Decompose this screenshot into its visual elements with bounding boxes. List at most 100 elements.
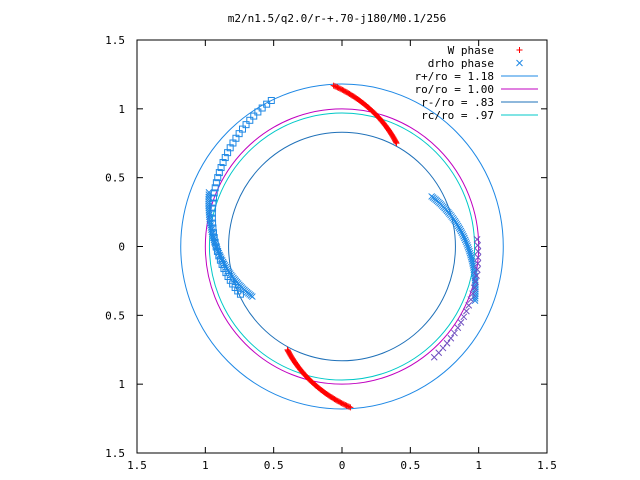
data-point xyxy=(465,245,473,253)
data-point xyxy=(218,256,226,264)
data-point xyxy=(463,307,470,315)
data-point xyxy=(220,265,228,273)
data-point xyxy=(474,254,482,261)
data-point xyxy=(472,278,479,286)
y-tick-label: 1.5 xyxy=(105,447,125,460)
data-point xyxy=(209,199,217,207)
data-point xyxy=(229,280,237,288)
circle-series xyxy=(208,112,476,381)
legend-label: r+/ro = 1.18 xyxy=(415,70,494,83)
data-point xyxy=(473,236,481,243)
data-point xyxy=(451,329,458,337)
y-tick-label: 1 xyxy=(118,378,125,391)
data-point xyxy=(212,243,220,251)
data-point xyxy=(471,297,479,305)
y-tick-label: 0 xyxy=(118,241,125,254)
data-point xyxy=(209,229,217,237)
data-point xyxy=(284,347,291,354)
data-point xyxy=(221,154,229,162)
data-point xyxy=(236,290,244,298)
legend-marker xyxy=(516,47,523,53)
data-point xyxy=(473,272,480,280)
data-point xyxy=(258,104,266,112)
data-markers xyxy=(205,82,482,411)
legend-label: drho phase xyxy=(428,57,494,70)
data-point xyxy=(217,164,225,172)
data-point xyxy=(457,318,465,326)
axis-ticks: 1.5 1 0.5 0 0.5 1 1.51.510.500.511.5 xyxy=(105,34,557,472)
data-point xyxy=(333,83,340,90)
data-point xyxy=(454,324,462,332)
x-tick-label: 1 xyxy=(202,459,209,472)
data-point xyxy=(210,234,218,242)
circle-series xyxy=(204,108,480,385)
x-tick-label: 0.5 xyxy=(400,459,420,472)
data-point xyxy=(331,83,338,90)
x-tick-label: 1 xyxy=(475,459,482,472)
x-tick-label: 0.5 xyxy=(264,459,284,472)
data-point xyxy=(462,238,470,246)
data-point xyxy=(464,244,472,251)
data-point xyxy=(467,296,475,303)
data-point xyxy=(218,260,226,268)
data-point xyxy=(347,404,354,411)
legend-marker xyxy=(516,59,523,67)
data-point xyxy=(344,403,351,410)
data-point xyxy=(466,249,474,257)
data-point xyxy=(224,149,232,157)
data-point xyxy=(461,234,468,242)
data-point xyxy=(474,248,482,255)
data-point xyxy=(455,224,463,231)
data-point xyxy=(473,266,481,273)
chart-title: m2/n1.5/q2.0/r-+.70-j180/M0.1/256 xyxy=(228,12,447,25)
data-point xyxy=(214,174,222,182)
data-point xyxy=(224,273,232,281)
data-point xyxy=(254,108,262,116)
data-point xyxy=(222,269,230,277)
y-tick-label: 1 xyxy=(118,103,125,116)
data-point xyxy=(215,252,223,260)
data-point xyxy=(393,140,400,147)
data-point xyxy=(209,194,217,202)
data-point xyxy=(461,236,469,244)
data-point xyxy=(456,225,464,233)
data-point xyxy=(466,247,473,255)
data-point xyxy=(459,231,467,238)
data-point xyxy=(210,189,218,197)
data-point xyxy=(467,253,475,261)
data-point xyxy=(393,139,400,146)
data-point xyxy=(209,219,217,227)
data-point xyxy=(211,184,219,192)
data-point xyxy=(457,227,465,235)
data-point xyxy=(267,96,275,104)
data-point xyxy=(474,260,482,267)
data-point xyxy=(209,204,217,212)
legend-label: r-/ro = .83 xyxy=(421,96,494,109)
data-point xyxy=(447,334,455,342)
data-point xyxy=(219,159,227,167)
data-point xyxy=(216,256,224,264)
legend-label: rc/ro = .97 xyxy=(421,109,494,122)
data-point xyxy=(443,339,451,347)
data-point xyxy=(209,224,217,232)
data-point xyxy=(460,313,468,321)
y-tick-label: 1.5 xyxy=(105,34,125,47)
data-point xyxy=(284,346,291,353)
reference-circles xyxy=(180,83,504,410)
data-point xyxy=(226,276,234,284)
data-point xyxy=(464,242,471,249)
data-point xyxy=(263,100,271,108)
y-tick-label: 0.5 xyxy=(105,172,125,185)
data-point xyxy=(215,169,223,177)
data-point xyxy=(246,116,254,124)
data-point xyxy=(463,240,471,247)
data-point xyxy=(458,229,466,237)
y-tick-label: 0.5 xyxy=(105,309,125,322)
data-point xyxy=(465,302,473,309)
data-point xyxy=(212,179,220,187)
data-point xyxy=(213,247,221,255)
circle-series xyxy=(180,83,504,410)
data-point xyxy=(460,232,467,240)
data-point xyxy=(469,290,477,298)
